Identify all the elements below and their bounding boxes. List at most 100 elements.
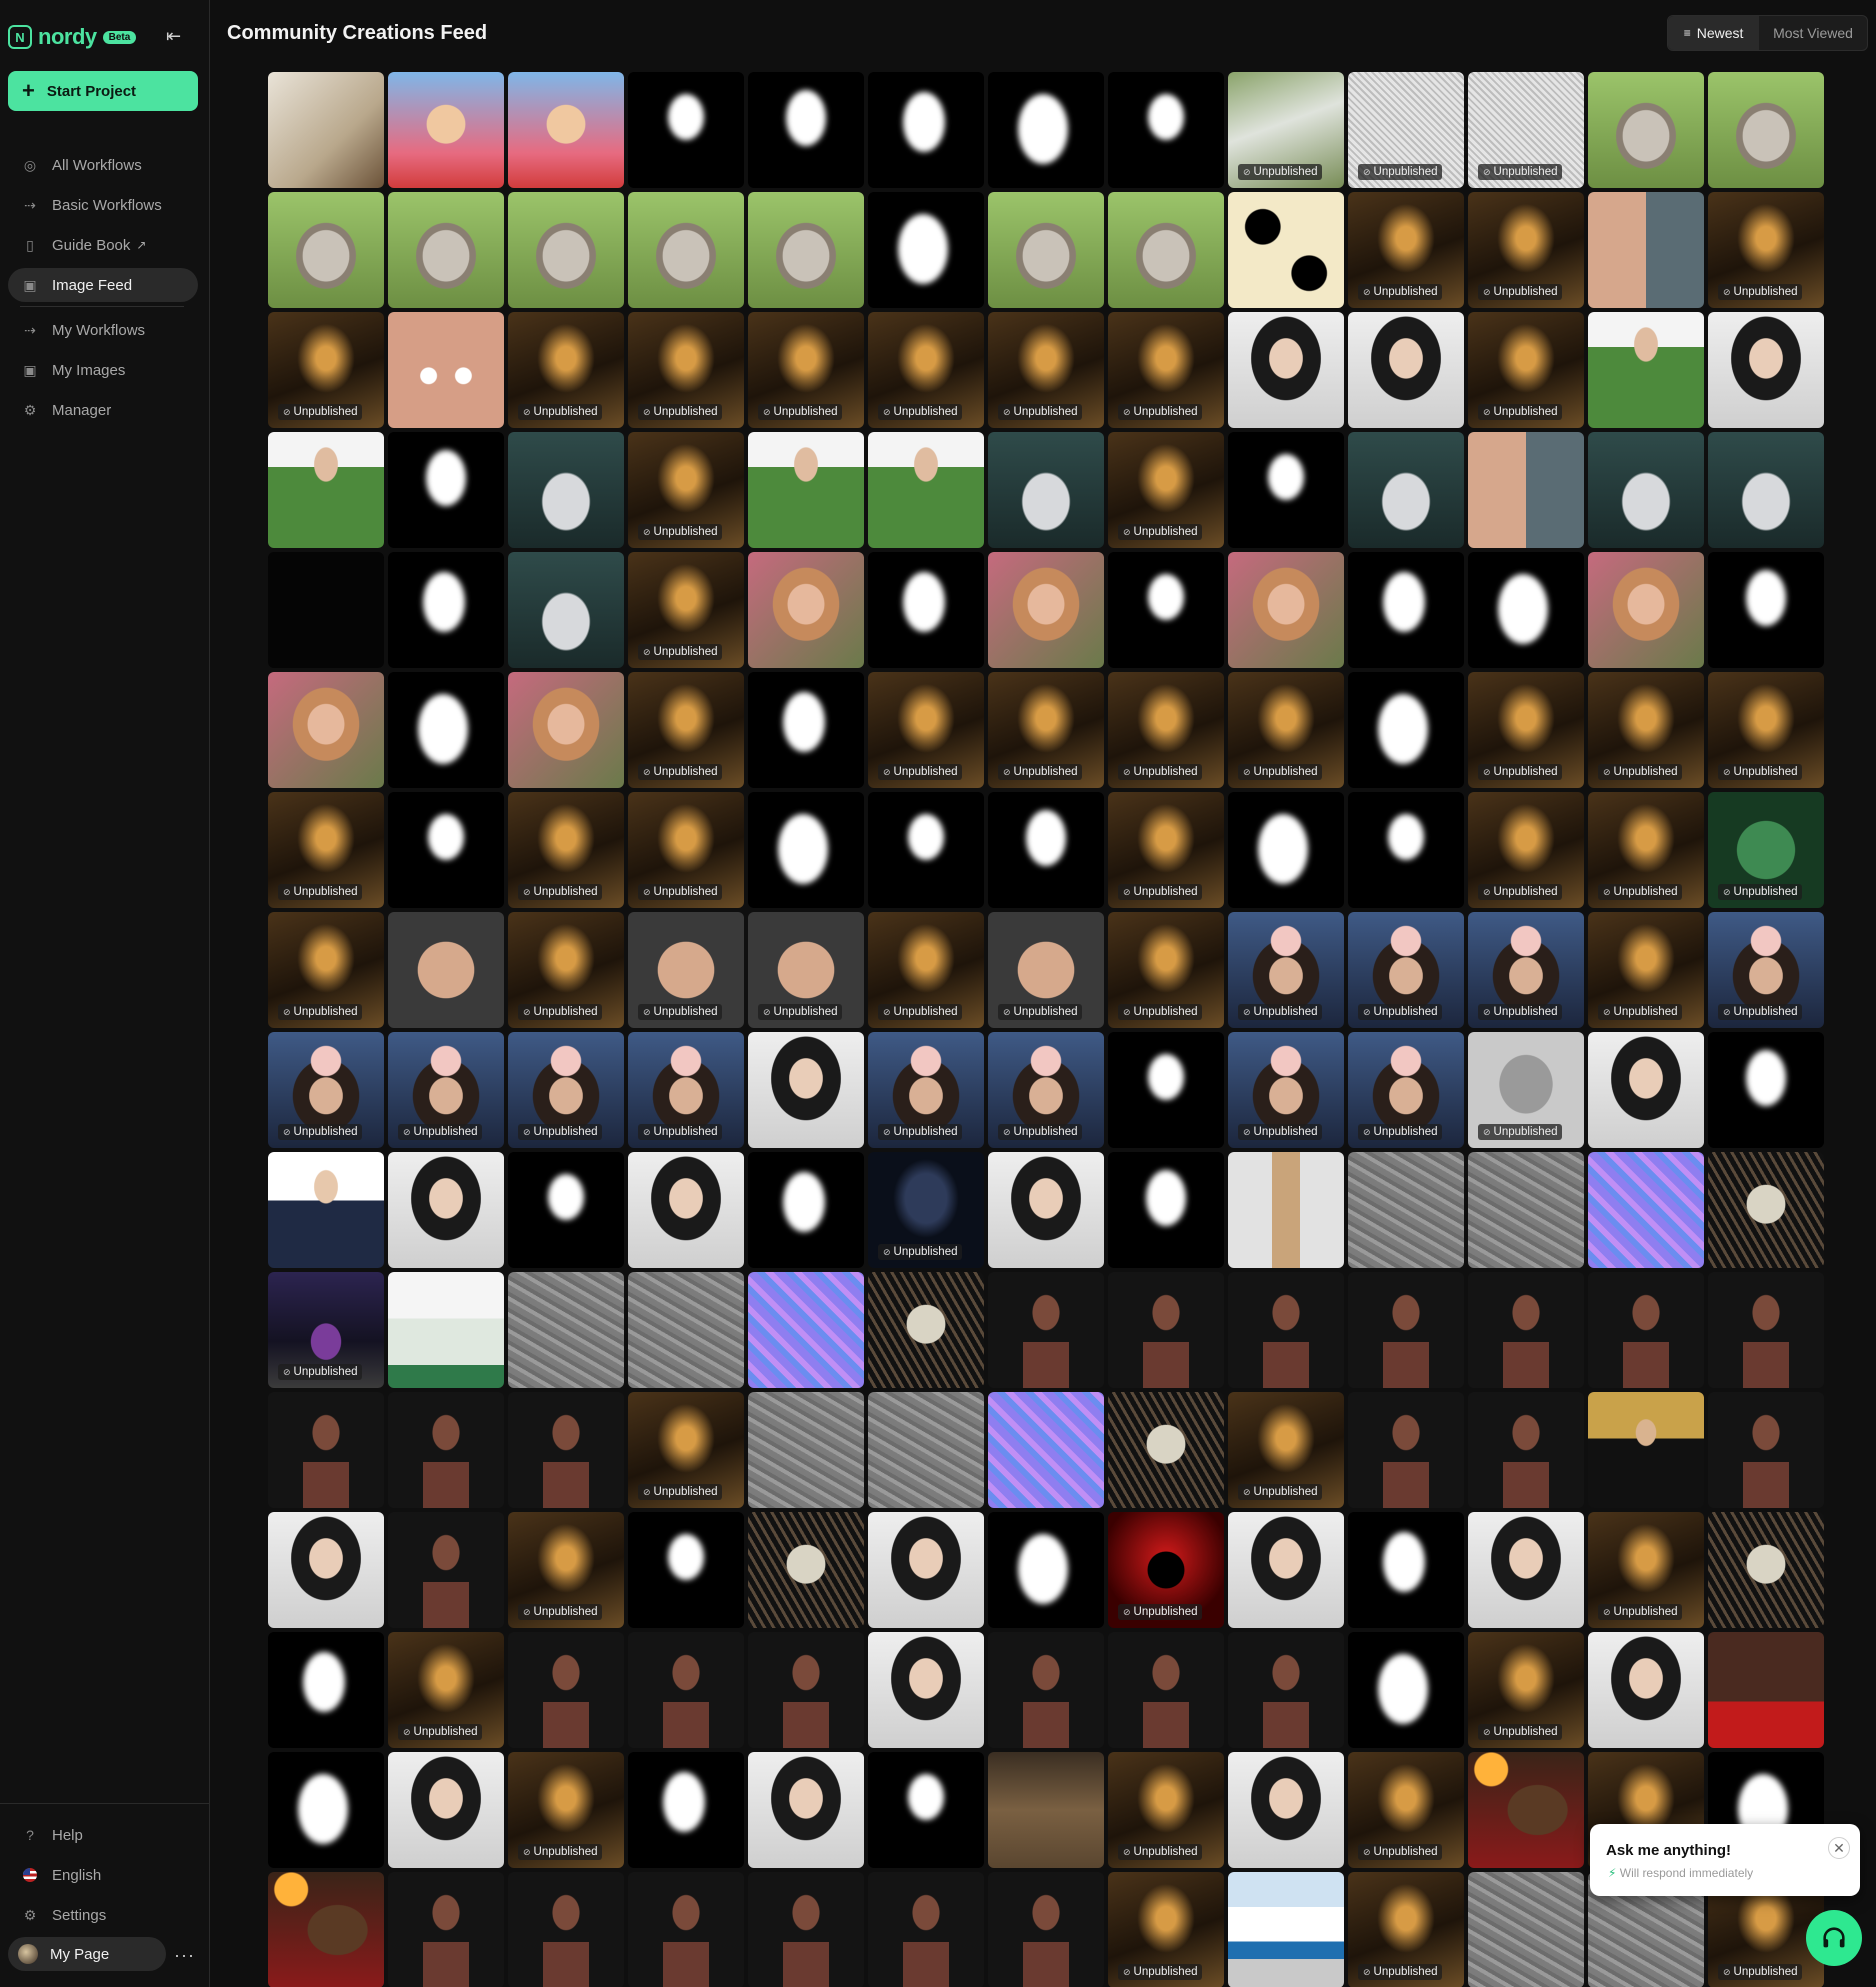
feed-image[interactable]: ⊘Unpublished xyxy=(628,792,744,908)
feed-image[interactable]: ⊘Unpublished xyxy=(508,1032,624,1148)
feed-image[interactable] xyxy=(1468,1752,1584,1868)
feed-image[interactable] xyxy=(388,552,504,668)
feed-image[interactable] xyxy=(868,192,984,308)
feed-image[interactable] xyxy=(1588,192,1704,308)
feed-image[interactable] xyxy=(508,1152,624,1268)
feed-image[interactable] xyxy=(1108,72,1224,188)
feed-image[interactable] xyxy=(628,1272,744,1388)
feed-image[interactable]: ⊘Unpublished xyxy=(508,1512,624,1628)
feed-image[interactable] xyxy=(1708,1392,1824,1508)
feed-image[interactable]: ⊘Unpublished xyxy=(628,312,744,428)
feed-image[interactable] xyxy=(388,1152,504,1268)
feed-image[interactable]: ⊘Unpublished xyxy=(868,1152,984,1268)
feed-image[interactable] xyxy=(1108,552,1224,668)
feed-image[interactable]: ⊘Unpublished xyxy=(1708,792,1824,908)
feed-image[interactable]: ⊘Unpublished xyxy=(988,672,1104,788)
feed-image[interactable] xyxy=(1348,1392,1464,1508)
feed-image[interactable]: ⊘Unpublished xyxy=(268,1272,384,1388)
feed-image[interactable] xyxy=(1588,1032,1704,1148)
feed-image[interactable] xyxy=(868,1272,984,1388)
feed-image[interactable]: ⊘Unpublished xyxy=(1348,1032,1464,1148)
feed-image[interactable] xyxy=(748,1752,864,1868)
feed-image[interactable]: ⊘Unpublished xyxy=(868,312,984,428)
feed-image[interactable] xyxy=(388,672,504,788)
more-options-icon[interactable]: ··· xyxy=(174,1945,195,1965)
feed-image[interactable] xyxy=(628,1632,744,1748)
feed-image[interactable] xyxy=(1588,1632,1704,1748)
feed-image[interactable]: ⊘Unpublished xyxy=(1708,672,1824,788)
feed-image[interactable]: ⊘Unpublished xyxy=(1348,912,1464,1028)
sidebar-item-manager[interactable]: ⚙ Manager xyxy=(8,393,198,427)
feed-image[interactable] xyxy=(1708,312,1824,428)
feed-image[interactable] xyxy=(508,1632,624,1748)
feed-image[interactable] xyxy=(988,1752,1104,1868)
feed-image[interactable]: ⊘Unpublished xyxy=(1108,1752,1224,1868)
feed-image[interactable] xyxy=(988,1872,1104,1987)
feed-image[interactable]: ⊘Unpublished xyxy=(1468,312,1584,428)
feed-image[interactable]: ⊘Unpublished xyxy=(1588,1512,1704,1628)
feed-image[interactable] xyxy=(1468,1512,1584,1628)
feed-image[interactable]: ⊘Unpublished xyxy=(748,312,864,428)
feed-image[interactable]: ⊘Unpublished xyxy=(1588,672,1704,788)
feed-image[interactable] xyxy=(388,1872,504,1987)
feed-image[interactable] xyxy=(268,1392,384,1508)
feed-image[interactable]: ⊘Unpublished xyxy=(1468,1632,1584,1748)
feed-image[interactable]: ⊘Unpublished xyxy=(268,792,384,908)
feed-image[interactable]: ⊘Unpublished xyxy=(988,912,1104,1028)
feed-image[interactable] xyxy=(1228,1632,1344,1748)
feed-image[interactable]: ⊘Unpublished xyxy=(388,1032,504,1148)
feed-image[interactable] xyxy=(1468,1392,1584,1508)
feed-image[interactable] xyxy=(1228,432,1344,548)
feed-image[interactable] xyxy=(268,432,384,548)
feed-image[interactable]: ⊘Unpublished xyxy=(628,552,744,668)
feed-image[interactable] xyxy=(508,1872,624,1987)
start-project-button[interactable]: + Start Project xyxy=(8,71,198,111)
feed-image[interactable] xyxy=(988,1152,1104,1268)
feed-image[interactable] xyxy=(1228,1752,1344,1868)
logo[interactable]: N nordy Beta xyxy=(8,24,137,50)
feed-image[interactable] xyxy=(1108,1392,1224,1508)
feed-image[interactable]: ⊘Unpublished xyxy=(1228,1032,1344,1148)
feed-image[interactable] xyxy=(748,552,864,668)
feed-image[interactable]: ⊘Unpublished xyxy=(268,312,384,428)
feed-image[interactable]: ⊘Unpublished xyxy=(748,912,864,1028)
feed-image[interactable] xyxy=(988,1512,1104,1628)
feed-image[interactable] xyxy=(868,1752,984,1868)
feed-image[interactable] xyxy=(1468,552,1584,668)
feed-image[interactable] xyxy=(388,1272,504,1388)
chat-popup[interactable]: Ask me anything! ⚡ Will respond immediat… xyxy=(1590,1824,1860,1896)
feed-image[interactable] xyxy=(748,792,864,908)
feed-image[interactable] xyxy=(748,672,864,788)
feed-image[interactable]: ⊘Unpublished xyxy=(508,792,624,908)
feed-image[interactable] xyxy=(268,1872,384,1987)
feed-image[interactable] xyxy=(268,1512,384,1628)
feed-image[interactable] xyxy=(628,1752,744,1868)
feed-image[interactable]: ⊘Unpublished xyxy=(1708,912,1824,1028)
feed-image[interactable] xyxy=(388,312,504,428)
feed-image[interactable]: ⊘Unpublished xyxy=(268,912,384,1028)
feed-image[interactable] xyxy=(1348,552,1464,668)
feed-image[interactable]: ⊘Unpublished xyxy=(1348,1752,1464,1868)
feed-image[interactable] xyxy=(988,432,1104,548)
feed-image[interactable] xyxy=(628,1872,744,1987)
feed-image[interactable]: ⊘Unpublished xyxy=(1228,672,1344,788)
feed-image[interactable] xyxy=(1468,1272,1584,1388)
feed-image[interactable] xyxy=(1468,432,1584,548)
feed-image[interactable] xyxy=(388,192,504,308)
sidebar-item-basic-workflows[interactable]: ⇢ Basic Workflows xyxy=(8,188,198,222)
feed-image[interactable]: ⊘Unpublished xyxy=(628,672,744,788)
sidebar-item-guide-book[interactable]: ▯ Guide Book ↗ xyxy=(8,228,198,262)
sort-newest-button[interactable]: ≡ Newest xyxy=(1668,16,1760,50)
feed-image[interactable] xyxy=(988,1272,1104,1388)
feed-image[interactable]: ⊘Unpublished xyxy=(988,312,1104,428)
feed-image[interactable] xyxy=(508,672,624,788)
feed-image[interactable] xyxy=(1348,312,1464,428)
chat-support-button[interactable] xyxy=(1806,1910,1862,1966)
feed-image[interactable] xyxy=(388,1392,504,1508)
feed-image[interactable]: ⊘Unpublished xyxy=(1468,1032,1584,1148)
feed-image[interactable] xyxy=(388,1752,504,1868)
feed-image[interactable] xyxy=(628,1152,744,1268)
feed-image[interactable] xyxy=(1228,1512,1344,1628)
feed-image[interactable] xyxy=(1588,312,1704,428)
feed-image[interactable]: ⊘Unpublished xyxy=(1468,912,1584,1028)
